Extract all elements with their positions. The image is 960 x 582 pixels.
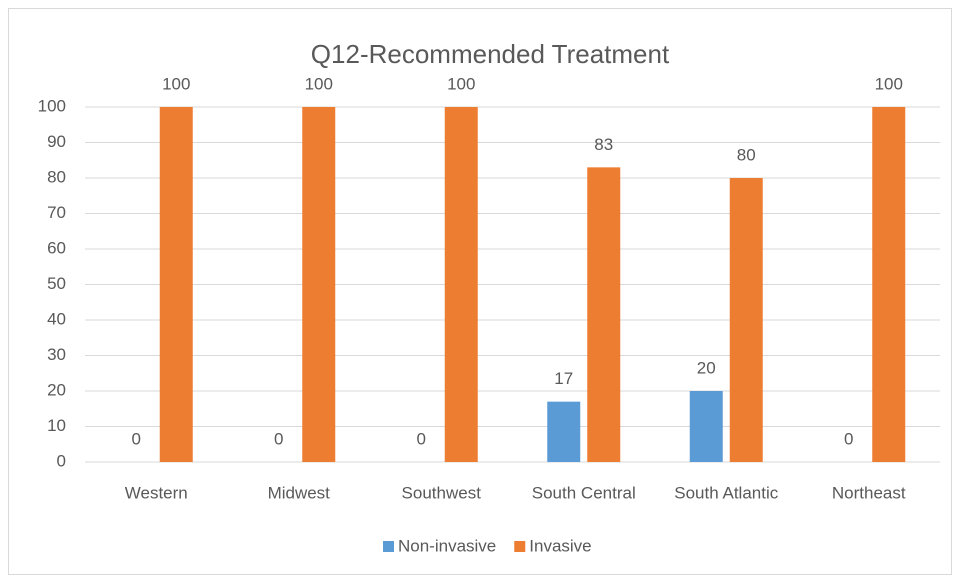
y-tick-label: 70: [47, 203, 66, 222]
data-label: 0: [417, 429, 426, 448]
bar: [872, 107, 906, 462]
data-label: 0: [844, 429, 853, 448]
y-tick-label: 40: [47, 309, 66, 328]
x-tick-label: South Atlantic: [674, 483, 778, 502]
y-tick-label: 30: [47, 345, 66, 364]
legend-label: Non-invasive: [398, 536, 496, 555]
data-label: 17: [554, 369, 573, 388]
bar: [547, 401, 581, 462]
legend-swatch: [514, 541, 526, 552]
data-label: 100: [305, 74, 333, 93]
data-label: 80: [737, 145, 756, 164]
y-tick-label: 90: [47, 132, 66, 151]
legend-swatch: [383, 541, 394, 552]
data-label: 100: [875, 74, 903, 93]
data-label: 100: [447, 74, 475, 93]
bar: [444, 107, 478, 462]
x-tick-label: Southwest: [402, 483, 482, 502]
bar: [689, 391, 723, 462]
y-tick-label: 20: [47, 380, 66, 399]
y-tick-label: 10: [47, 416, 66, 435]
y-tick-label: 0: [57, 451, 66, 470]
y-tick-label: 100: [38, 96, 66, 115]
x-tick-label: Northeast: [832, 483, 906, 502]
bar: [302, 107, 336, 462]
x-tick-label: South Central: [532, 483, 636, 502]
y-tick-label: 60: [47, 238, 66, 257]
data-label: 0: [132, 429, 141, 448]
x-tick-label: Western: [125, 483, 188, 502]
y-tick-label: 50: [47, 274, 66, 293]
data-label: 20: [697, 358, 716, 377]
data-label: 0: [274, 429, 283, 448]
legend-label: Invasive: [529, 536, 591, 555]
data-label: 100: [162, 74, 190, 93]
chart-title: Q12-Recommended Treatment: [311, 39, 670, 69]
bar: [159, 107, 193, 462]
x-tick-label: Midwest: [268, 483, 331, 502]
y-tick-label: 80: [47, 167, 66, 186]
data-label: 83: [594, 135, 613, 154]
bar: [729, 178, 763, 462]
bar: [587, 167, 621, 462]
